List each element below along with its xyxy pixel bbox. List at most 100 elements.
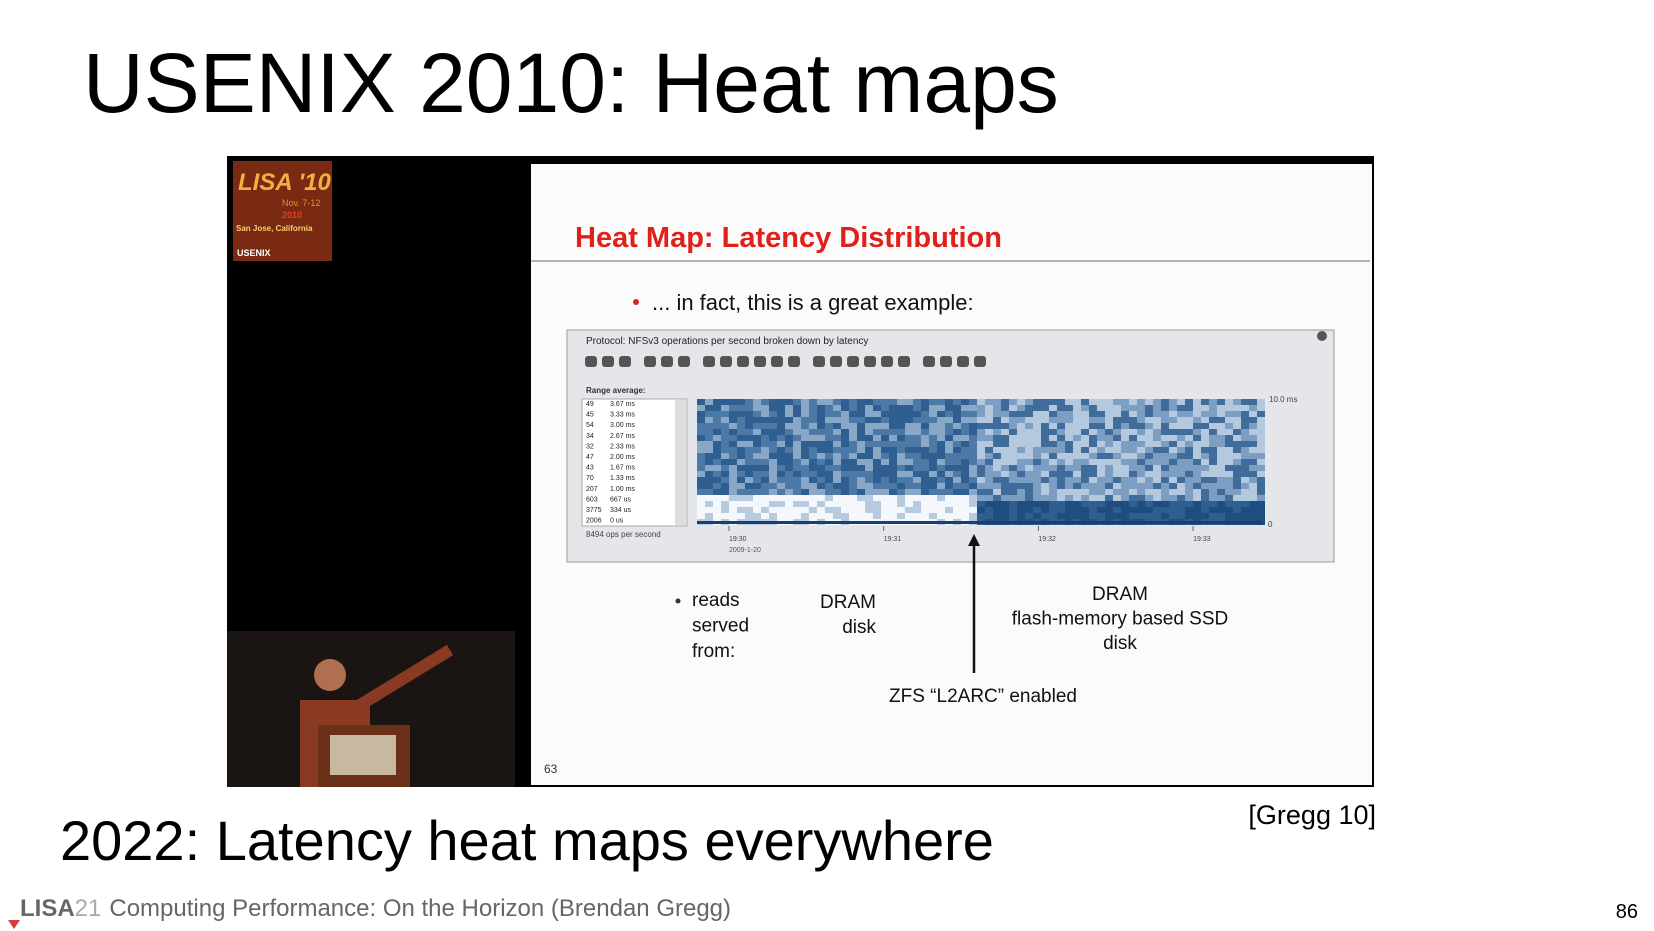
heat-cell [969, 507, 977, 513]
heat-cell [953, 495, 961, 501]
heat-cell [929, 411, 937, 417]
heat-cell [1097, 495, 1105, 501]
date-label: 2009-1-20 [729, 547, 761, 554]
heat-cell [905, 417, 913, 423]
heat-cell [1233, 471, 1241, 477]
heat-cell [897, 447, 905, 453]
heat-cell [953, 513, 961, 519]
heat-cell [713, 465, 721, 471]
heat-cell [1033, 489, 1041, 495]
tool-icon [661, 356, 673, 367]
heat-cell [1233, 477, 1241, 483]
heat-cell [1121, 477, 1129, 483]
heat-cell [1081, 411, 1089, 417]
heat-cell [745, 495, 753, 501]
heat-cell [1113, 429, 1121, 435]
heat-cell [841, 429, 849, 435]
heat-cell [713, 453, 721, 459]
heat-cell [825, 477, 833, 483]
heat-cell [769, 513, 777, 519]
heat-cell [977, 429, 985, 435]
heat-cell [809, 423, 817, 429]
left-line: DRAM [820, 592, 876, 613]
heat-cell [1257, 465, 1265, 471]
range-value: 667 us [610, 496, 632, 503]
heat-cell [1145, 399, 1153, 405]
heat-cell [721, 501, 729, 507]
heat-cell [1105, 405, 1113, 411]
heat-cell [753, 513, 761, 519]
heat-cell [769, 477, 777, 483]
heat-cell [769, 399, 777, 405]
heat-cell [1201, 417, 1209, 423]
heat-cell [1177, 447, 1185, 453]
heat-cell [1025, 489, 1033, 495]
heat-cell [1073, 429, 1081, 435]
heat-cell [737, 489, 745, 495]
heat-cell [945, 477, 953, 483]
heat-cell [1017, 405, 1025, 411]
heat-cell [801, 405, 809, 411]
heat-cell [969, 513, 977, 519]
heat-cell [1137, 477, 1145, 483]
heat-cell [1249, 447, 1257, 453]
heat-cell [897, 477, 905, 483]
heat-cell [705, 429, 713, 435]
heat-cell [1241, 483, 1249, 489]
heat-cell [1257, 483, 1265, 489]
heat-cell [1257, 513, 1265, 519]
heat-cell [993, 471, 1001, 477]
heat-cell [913, 465, 921, 471]
heat-cell [945, 465, 953, 471]
heat-cell [1081, 489, 1089, 495]
heat-cell [889, 447, 897, 453]
heat-cell [777, 411, 785, 417]
heat-cell [1009, 501, 1017, 507]
heat-cell [825, 405, 833, 411]
heat-cell [1161, 513, 1169, 519]
heat-cell [1017, 513, 1025, 519]
heat-cell [729, 465, 737, 471]
heat-cell [785, 411, 793, 417]
heat-cell [753, 495, 761, 501]
heat-cell [1193, 417, 1201, 423]
heat-cell [1113, 489, 1121, 495]
heat-cell [993, 495, 1001, 501]
heat-cell [1113, 507, 1121, 513]
heat-cell [1225, 465, 1233, 471]
heat-cell [897, 459, 905, 465]
heat-cell [1057, 423, 1065, 429]
heat-cell [1121, 417, 1129, 423]
speaker-head [314, 659, 346, 691]
heat-cell [953, 405, 961, 411]
heat-cell [697, 465, 705, 471]
heat-cell [897, 489, 905, 495]
heat-cell [921, 405, 929, 411]
heat-cell [1225, 441, 1233, 447]
heat-cell [1113, 501, 1121, 507]
heat-cell [1113, 483, 1121, 489]
heat-cell [921, 495, 929, 501]
heat-cell [1049, 513, 1057, 519]
heat-cell [1209, 459, 1217, 465]
heat-cell [769, 447, 777, 453]
heat-cell [1249, 411, 1257, 417]
heat-cell [1081, 459, 1089, 465]
heat-cell [1057, 405, 1065, 411]
heat-cell [729, 441, 737, 447]
heat-cell [1177, 459, 1185, 465]
heat-cell [833, 465, 841, 471]
heat-cell [849, 513, 857, 519]
heat-cell [889, 411, 897, 417]
heat-cell [833, 501, 841, 507]
heat-cell [1089, 411, 1097, 417]
heat-cell [913, 429, 921, 435]
heat-cell [1169, 489, 1177, 495]
heat-cell [985, 405, 993, 411]
heat-cell [1161, 399, 1169, 405]
heat-cell [873, 453, 881, 459]
heat-cell [1089, 429, 1097, 435]
heat-cell [977, 411, 985, 417]
heat-cell [1209, 501, 1217, 507]
heat-cell [809, 441, 817, 447]
